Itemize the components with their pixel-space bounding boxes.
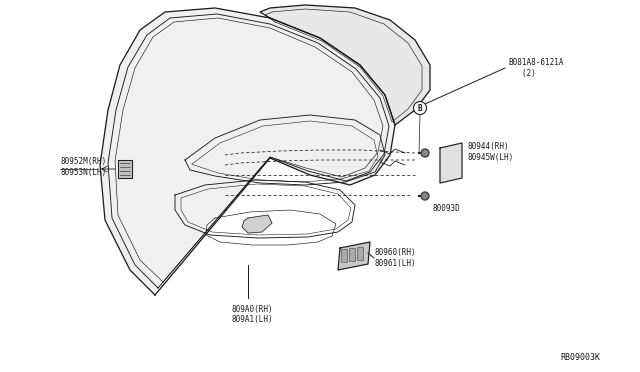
Circle shape xyxy=(422,193,428,199)
Polygon shape xyxy=(100,8,395,295)
Polygon shape xyxy=(118,160,132,178)
Text: 80952M(RH)
80953N(LH): 80952M(RH) 80953N(LH) xyxy=(60,157,106,177)
Polygon shape xyxy=(260,5,430,125)
Circle shape xyxy=(421,149,429,157)
FancyBboxPatch shape xyxy=(358,247,364,260)
Circle shape xyxy=(422,151,428,155)
Polygon shape xyxy=(440,143,462,183)
Text: RB09003K: RB09003K xyxy=(560,353,600,362)
Text: 80944(RH)
80945W(LH): 80944(RH) 80945W(LH) xyxy=(468,142,515,162)
Polygon shape xyxy=(242,215,272,233)
Text: 809A0(RH)
809A1(LH): 809A0(RH) 809A1(LH) xyxy=(232,305,274,324)
Text: 80960(RH)
80961(LH): 80960(RH) 80961(LH) xyxy=(375,248,417,268)
FancyBboxPatch shape xyxy=(342,250,348,263)
Polygon shape xyxy=(338,242,370,270)
Text: B: B xyxy=(418,104,422,113)
FancyBboxPatch shape xyxy=(349,248,355,262)
Circle shape xyxy=(421,192,429,200)
Circle shape xyxy=(413,102,426,115)
Text: B081A8-6121A
   (2): B081A8-6121A (2) xyxy=(508,58,563,78)
Text: 80093D: 80093D xyxy=(433,203,461,212)
